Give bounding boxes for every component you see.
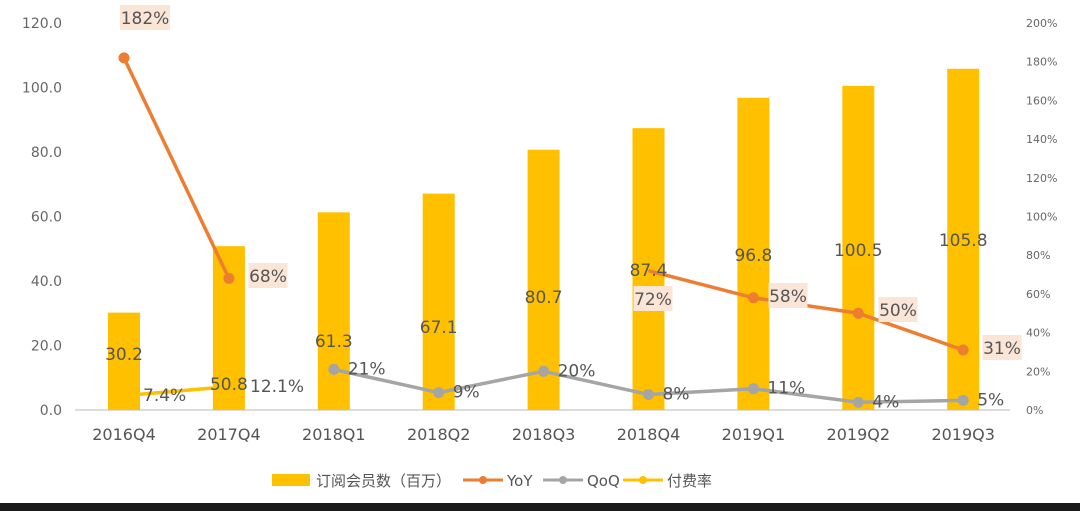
y-right-tick-label: 200% bbox=[1026, 17, 1057, 30]
x-tick-label: 2016Q4 bbox=[92, 425, 156, 444]
qoq-value-label: 21% bbox=[348, 359, 386, 379]
line-YoY bbox=[122, 57, 231, 280]
qoq-value-label: 9% bbox=[453, 383, 480, 403]
legend-label: 付费率 bbox=[667, 472, 712, 490]
marker-YoY bbox=[118, 52, 130, 64]
yoy-value-label: 50% bbox=[879, 301, 917, 321]
bar bbox=[632, 128, 665, 410]
bar-value-label: 105.8 bbox=[939, 231, 988, 251]
axes: 0.0 20.0 40.0 60.0 80.0 100.0 120.0 0% 20% 40% 60%… bbox=[22, 16, 1058, 444]
bar-value-label: 100.5 bbox=[834, 241, 883, 261]
bar-value-label: 50.8 bbox=[210, 375, 248, 395]
yoy-label-bg bbox=[633, 286, 673, 311]
marker-QoQ bbox=[328, 363, 340, 375]
y-right-tick-label: 0% bbox=[1026, 404, 1043, 417]
line-付费率 bbox=[123, 384, 230, 398]
y-left-tick-label: 80.0 bbox=[31, 145, 62, 161]
y-left-tick-label: 0.0 bbox=[40, 403, 62, 419]
x-tick-label: 2018Q2 bbox=[407, 425, 471, 444]
y-left-tick-label: 60.0 bbox=[31, 210, 62, 226]
bar-value-label: 87.4 bbox=[630, 261, 668, 281]
y-right-tick-label: 160% bbox=[1026, 94, 1057, 107]
bar bbox=[422, 193, 455, 410]
marker-YoY bbox=[957, 344, 969, 356]
qoq-value-label: 8% bbox=[663, 385, 690, 405]
paid-rate-label: 7.4% bbox=[143, 386, 186, 406]
marker-YoY bbox=[747, 292, 759, 304]
marker-QoQ bbox=[538, 365, 550, 377]
marker-QoQ bbox=[852, 396, 864, 408]
legend-swatch-marker bbox=[559, 476, 567, 484]
x-tick-label: 2018Q3 bbox=[512, 425, 576, 444]
marker-QoQ bbox=[957, 394, 969, 406]
bar-value-label: 30.2 bbox=[105, 345, 143, 365]
qoq-value-label: 11% bbox=[767, 379, 805, 399]
marker-YoY bbox=[223, 272, 235, 284]
yoy-label-bg bbox=[878, 297, 918, 322]
x-tick-label: 2018Q4 bbox=[617, 425, 681, 444]
x-tick-label: 2018Q1 bbox=[302, 425, 366, 444]
legend-label: YoY bbox=[506, 472, 533, 490]
qoq-value-label: 20% bbox=[558, 361, 596, 381]
marker-YoY bbox=[852, 307, 864, 319]
yoy-label-bg bbox=[120, 5, 170, 30]
x-tick-label: 2017Q4 bbox=[197, 425, 261, 444]
legend-swatch-bar bbox=[272, 474, 310, 486]
y-right-tick-label: 140% bbox=[1026, 133, 1057, 146]
yoy-value-label: 68% bbox=[249, 267, 287, 287]
y-right-tick-label: 80% bbox=[1026, 249, 1050, 262]
yoy-label-bg bbox=[248, 263, 288, 288]
marker-QoQ bbox=[433, 387, 445, 399]
y-left-tick-label: 20.0 bbox=[31, 339, 62, 355]
bar bbox=[317, 212, 350, 410]
marker-QoQ bbox=[747, 383, 759, 395]
x-tick-label: 2019Q1 bbox=[722, 425, 786, 444]
qoq-value-label: 5% bbox=[977, 390, 1004, 410]
x-tick-label: 2019Q3 bbox=[931, 425, 995, 444]
y-left-tick-label: 100.0 bbox=[22, 81, 62, 97]
yoy-value-label: 182% bbox=[121, 9, 170, 29]
x-tick-label: 2019Q2 bbox=[827, 425, 891, 444]
y-right-tick-label: 20% bbox=[1026, 365, 1050, 378]
bar-value-label: 67.1 bbox=[420, 318, 458, 338]
bars bbox=[108, 68, 980, 411]
legend: 订阅会员数（百万） YoY QoQ 付费率 bbox=[272, 472, 712, 490]
marker-QoQ bbox=[643, 389, 654, 401]
bar-value-label: 96.8 bbox=[734, 246, 772, 266]
data-labels: 30.2 50.8 61.3 67.1 80.7 87.4 96.8 100.5 105.8 18… bbox=[105, 5, 1022, 412]
y-right-tick-label: 40% bbox=[1026, 327, 1050, 340]
legend-label: QoQ bbox=[587, 472, 620, 490]
qoq-value-label: 4% bbox=[872, 392, 899, 412]
y-right-tick-label: 120% bbox=[1026, 172, 1057, 185]
legend-swatch-marker bbox=[479, 476, 487, 484]
y-right-tick-label: 180% bbox=[1026, 56, 1057, 69]
y-right-tick-label: 60% bbox=[1026, 288, 1050, 301]
y-left-tick-label: 120.0 bbox=[22, 16, 62, 32]
y-left-tick-label: 40.0 bbox=[31, 274, 62, 290]
legend-label: 订阅会员数（百万） bbox=[316, 472, 451, 490]
bar bbox=[737, 97, 770, 410]
bar-value-label: 61.3 bbox=[315, 332, 353, 352]
yoy-value-label: 72% bbox=[634, 290, 672, 310]
bottom-border bbox=[0, 503, 1080, 511]
yoy-label-bg bbox=[768, 283, 808, 308]
bar-value-label: 80.7 bbox=[525, 288, 563, 308]
paid-rate-label: 12.1% bbox=[250, 377, 304, 397]
y-right-tick-label: 100% bbox=[1026, 211, 1057, 224]
legend-swatch-marker bbox=[639, 476, 647, 484]
yoy-label-bg bbox=[982, 335, 1022, 360]
bar bbox=[842, 85, 875, 410]
yoy-value-label: 58% bbox=[769, 287, 807, 307]
yoy-value-label: 31% bbox=[983, 339, 1021, 359]
